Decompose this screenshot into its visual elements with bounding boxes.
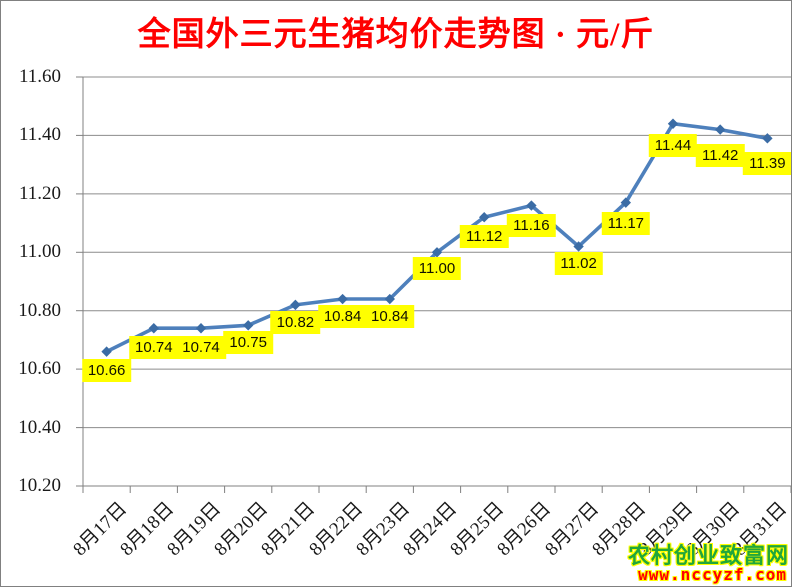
data-label: 11.02 — [554, 252, 603, 276]
data-point-marker — [620, 197, 631, 208]
data-point-marker — [431, 247, 443, 258]
data-point-marker — [337, 293, 348, 305]
data-label: 10.74 — [129, 336, 179, 360]
watermark: 农村创业致富网 www.nccyzf.com — [628, 544, 789, 584]
data-label: 11.16 — [507, 213, 556, 237]
data-point-marker — [148, 323, 159, 334]
y-axis-label: 11.20 — [18, 182, 61, 204]
chart-title: 全国外三元生猪均价走势图 · 元/斤 — [137, 17, 655, 53]
data-point-marker — [195, 323, 207, 334]
data-point-marker — [290, 299, 301, 311]
y-axis-label: 10.60 — [18, 358, 61, 380]
data-label: 11.44 — [648, 133, 698, 157]
data-label: 11.17 — [601, 211, 651, 235]
data-point-marker — [243, 320, 254, 331]
y-axis-label: 11.00 — [18, 241, 61, 263]
watermark-url: www.nccyzf.com — [638, 565, 787, 585]
data-label: 10.74 — [176, 336, 226, 360]
data-point-marker — [526, 200, 537, 211]
data-label: 11.42 — [695, 143, 745, 167]
data-label: 10.66 — [81, 358, 132, 382]
data-label: 11.39 — [743, 152, 791, 176]
price-line — [104, 121, 770, 354]
data-label: 10.75 — [223, 331, 273, 355]
y-axis-label: 11.60 — [18, 66, 61, 87]
data-label: 10.84 — [365, 305, 415, 329]
data-point-marker — [573, 241, 584, 252]
y-axis-label: 10.20 — [18, 475, 61, 496]
data-point-marker — [762, 133, 773, 144]
data-point-marker — [667, 118, 679, 129]
data-point-marker — [479, 212, 490, 223]
data-label: 11.12 — [459, 225, 509, 249]
data-label: 10.82 — [270, 310, 321, 334]
data-label: 10.84 — [317, 305, 368, 329]
y-axis-label: 11.40 — [18, 124, 61, 146]
data-point-marker — [384, 293, 395, 305]
data-label: 11.00 — [412, 257, 462, 281]
data-point-marker — [715, 124, 726, 135]
y-axis-label: 10.40 — [18, 416, 61, 438]
data-point-marker — [101, 346, 112, 357]
y-axis-label: 10.80 — [18, 299, 61, 321]
watermark-site-name: 农村创业致富网 — [627, 543, 789, 569]
